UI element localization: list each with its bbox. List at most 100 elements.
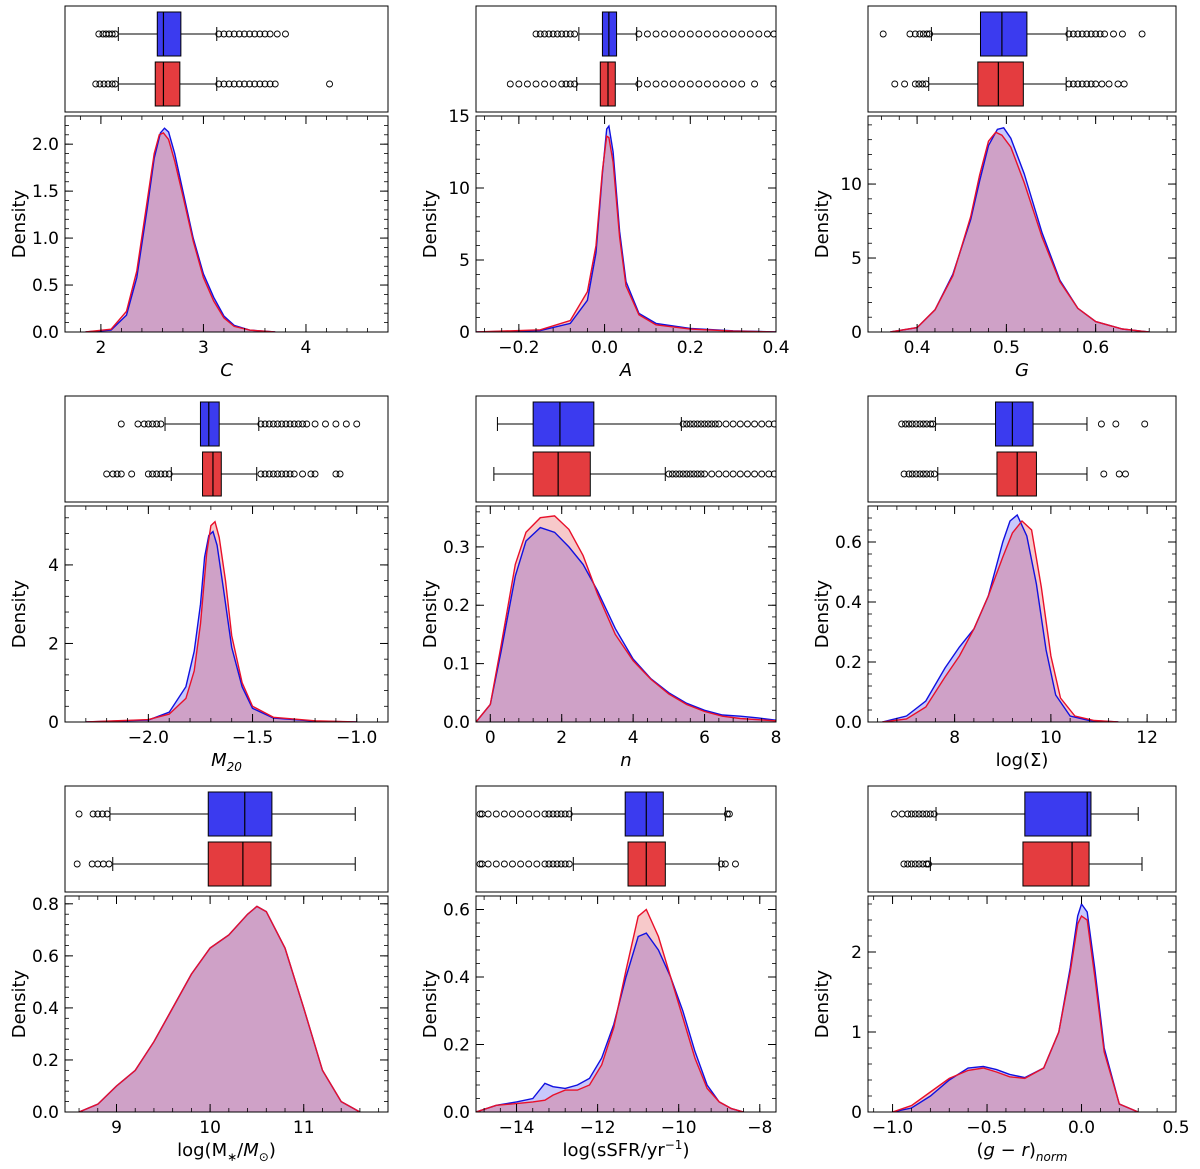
x-axis-label: n <box>620 750 631 771</box>
outlier-point <box>134 420 142 428</box>
outlier-point <box>678 30 686 38</box>
outlier-point <box>274 470 282 478</box>
outlier-point <box>290 470 298 478</box>
outlier-point <box>549 80 557 88</box>
outlier-point <box>765 470 773 478</box>
kde-fill-red <box>85 132 276 332</box>
x-tick-label: 3 <box>198 338 209 358</box>
x-tick-label: −2.0 <box>128 728 169 748</box>
kde-group <box>85 520 357 722</box>
outlier-point <box>558 30 566 38</box>
box-red <box>493 451 776 497</box>
outlier-point <box>153 420 161 428</box>
x-axis-label: C <box>220 360 233 381</box>
outlier-point <box>257 470 265 478</box>
kde-fill-red <box>476 515 776 722</box>
boxplot-group <box>898 401 1149 497</box>
outlier-point <box>679 420 687 428</box>
x-axis-label: log(sSFR/yr−1) <box>563 1138 690 1161</box>
outlier-point <box>286 420 294 428</box>
outlier-point <box>908 860 915 868</box>
outlier-point <box>751 420 759 428</box>
kde-fill-blue <box>79 906 360 1112</box>
outlier-point <box>679 470 687 478</box>
x-tick-label: 8 <box>949 728 960 748</box>
panel-8: −14 −12 −10 −8 0.0 0.2 0.4 0.6 Density log(sSFR/y… <box>420 785 777 1161</box>
outlier-point <box>919 470 927 478</box>
outlier-point <box>549 30 557 38</box>
y-tick-label: 2.0 <box>32 135 59 155</box>
boxplot-group <box>493 401 776 497</box>
kde-group <box>882 513 1119 722</box>
outlier-point <box>770 420 776 428</box>
boxplot-group <box>103 401 361 497</box>
boxplot-frame <box>867 785 1177 893</box>
y-tick-label: 2 <box>851 943 862 963</box>
x-tick-label: 9 <box>111 1118 122 1138</box>
outlier-point <box>257 420 265 428</box>
y-tick-label: 0.4 <box>835 593 862 613</box>
y-tick-label: 1.0 <box>32 229 59 249</box>
outlier-point <box>517 810 525 818</box>
panel-3: 0.4 0.5 0.6 0 5 10 Density G <box>812 5 1177 381</box>
x-tick-label: 4 <box>628 728 639 748</box>
outlier-point <box>220 80 228 88</box>
outlier-point <box>484 860 492 868</box>
outlier-point <box>1092 30 1100 38</box>
kde-fill-blue <box>85 531 357 722</box>
x-axis-label: A <box>619 360 632 381</box>
boxplot-group <box>92 11 334 107</box>
outlier-point <box>571 80 579 88</box>
boxplot-group <box>476 791 739 887</box>
boxplot-frame <box>475 785 777 893</box>
outlier-point <box>240 80 248 88</box>
outlier-point <box>561 810 569 818</box>
y-tick-label: 0.2 <box>32 1051 59 1071</box>
kde-fill-red <box>892 916 1139 1112</box>
outlier-point <box>712 30 720 38</box>
outlier-point <box>695 30 703 38</box>
boxplot-group <box>506 11 776 107</box>
outlier-point <box>1098 80 1106 88</box>
outlier-point <box>103 470 111 478</box>
outlier-point <box>755 30 763 38</box>
density-frame <box>867 895 1177 1113</box>
outlier-point <box>891 80 899 88</box>
outlier-point <box>738 30 746 38</box>
box-iqr <box>156 11 182 57</box>
panel-4: −2.0 −1.5 −1.0 0 2 4 Density M20 <box>9 395 389 774</box>
outlier-point <box>898 810 906 818</box>
outlier-point <box>517 860 525 868</box>
outlier-point <box>484 810 492 818</box>
box-iqr <box>1024 791 1092 837</box>
outlier-point <box>96 80 104 88</box>
kde-group <box>85 127 276 332</box>
box-blue <box>95 11 289 57</box>
outlier-point <box>1083 80 1091 88</box>
outlier-point <box>916 30 924 38</box>
outlier-point <box>891 810 898 818</box>
outlier-point <box>643 80 651 88</box>
outlier-point <box>545 810 553 818</box>
y-axis-label: Density <box>9 189 30 258</box>
outlier-point <box>73 860 81 868</box>
y-tick-label: 0 <box>851 323 862 343</box>
y-tick-label: 5 <box>459 251 470 271</box>
outlier-point <box>278 470 286 478</box>
x-axis-label: log(M∗/M⊙) <box>177 1140 276 1164</box>
outlier-point <box>708 470 716 478</box>
outlier-point <box>149 420 156 428</box>
kde-fill-blue <box>892 904 1139 1112</box>
outlier-point <box>157 470 165 478</box>
outlier-point <box>525 810 533 818</box>
x-tick-label: −0.2 <box>498 338 539 358</box>
kde-line-blue <box>882 513 1119 722</box>
y-tick-label: 0.0 <box>32 323 59 343</box>
outlier-point <box>930 470 938 478</box>
outlier-point <box>916 420 924 428</box>
outlier-point <box>290 420 298 428</box>
kde-fill-blue <box>85 128 276 332</box>
outlier-point <box>165 470 173 478</box>
y-tick-label: 0.0 <box>835 713 862 733</box>
